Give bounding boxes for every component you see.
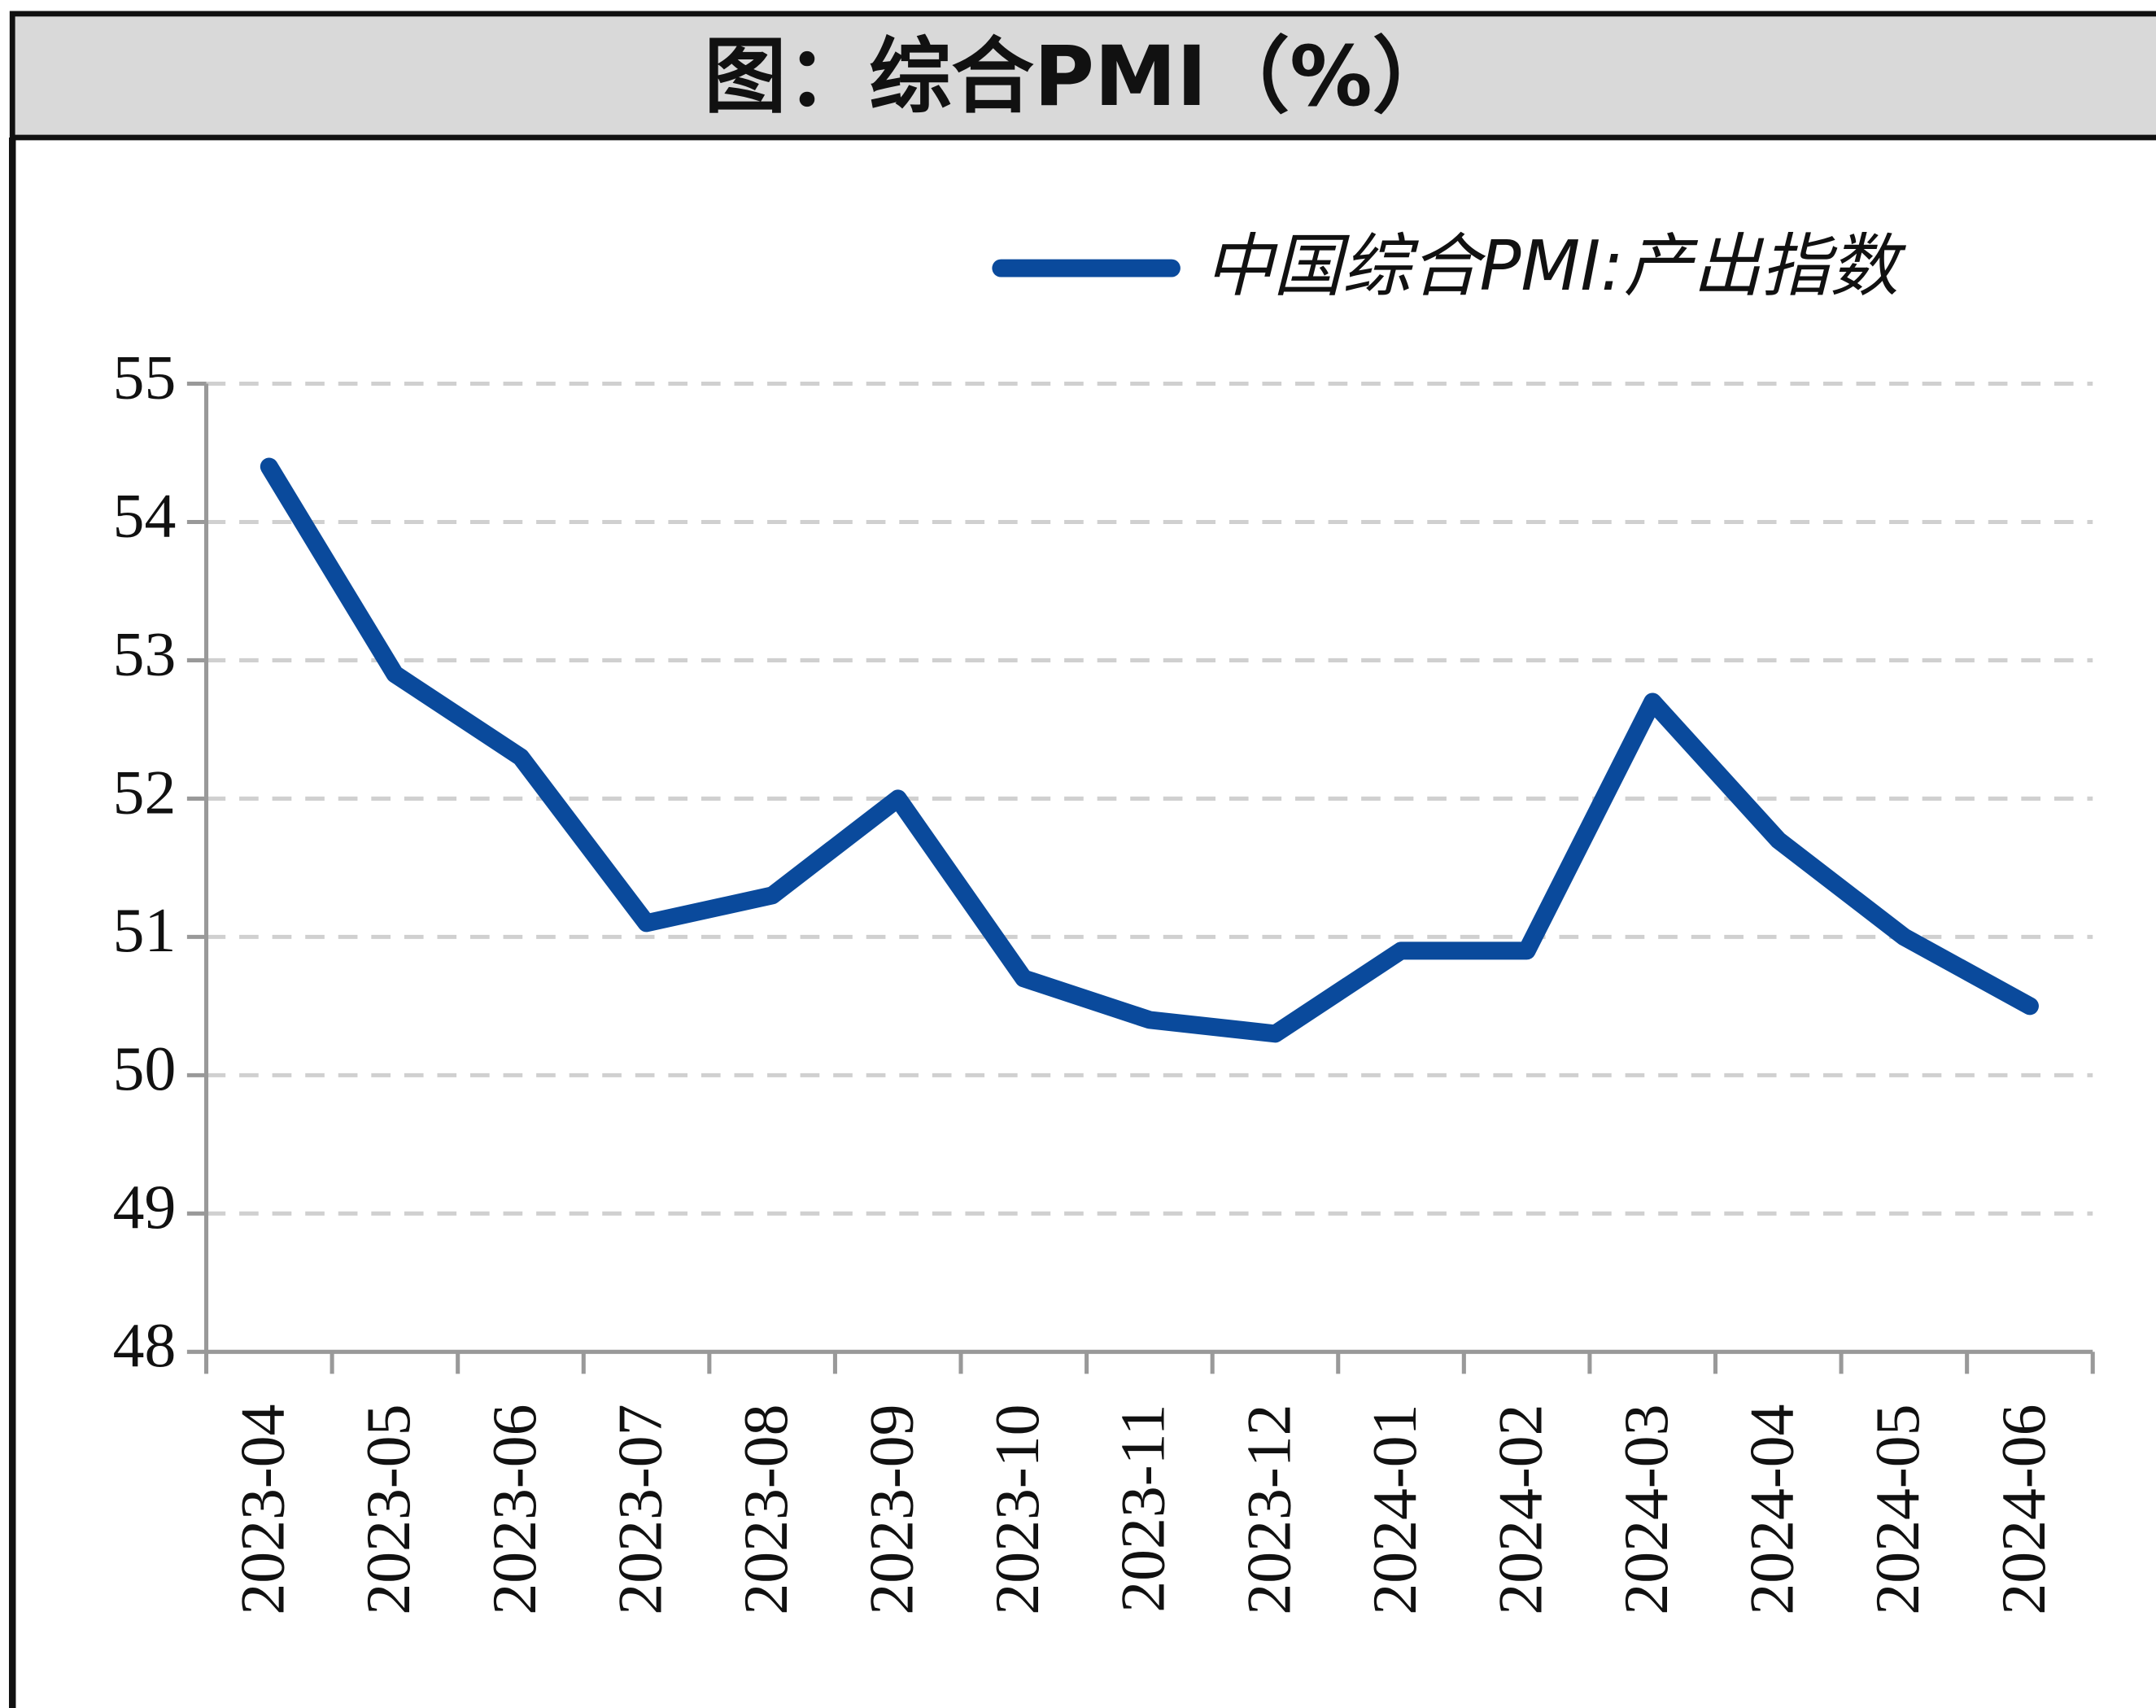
legend-label: 中国综合PMI:产出指数 [1204, 226, 1906, 306]
x-tick-label: 2023-04 [228, 1404, 298, 1615]
y-tick-label: 50 [113, 1033, 177, 1103]
x-tick-label: 2024-06 [1988, 1404, 2058, 1615]
chart-title: 图：综合PMI（%） [704, 28, 1455, 124]
y-tick-label: 48 [113, 1310, 177, 1380]
x-tick-label: 2024-05 [1862, 1404, 1932, 1615]
x-tick-label: 2023-05 [353, 1404, 423, 1615]
plot: 48 49 50 51 52 53 54 55 2023-04 2023-05 2023-06 202… [113, 226, 2095, 1615]
x-tick-label: 2023-06 [479, 1404, 549, 1615]
x-tick-label: 2023-09 [857, 1404, 927, 1615]
y-tick-label: 54 [113, 480, 177, 550]
x-tick-label: 2023-12 [1233, 1404, 1303, 1615]
x-tick-label: 2024-03 [1611, 1404, 1681, 1615]
x-tick-label: 2023-08 [731, 1404, 801, 1615]
y-tick-label: 53 [113, 618, 177, 688]
x-tick-label: 2023-10 [982, 1404, 1052, 1615]
y-tick-label: 51 [113, 895, 177, 965]
y-tick-label: 52 [113, 757, 177, 827]
x-tick-label: 2024-04 [1737, 1404, 1807, 1615]
x-tick-label: 2024-02 [1485, 1404, 1555, 1615]
x-tick-label: 2023-11 [1108, 1404, 1178, 1613]
title-bar [9, 11, 2156, 141]
y-tick-label: 55 [113, 342, 177, 412]
y-tick-label: 49 [113, 1172, 177, 1242]
x-tick-label: 2024-01 [1360, 1404, 1429, 1615]
line-series [260, 457, 2039, 1043]
x-tick-label: 2023-07 [604, 1404, 674, 1615]
